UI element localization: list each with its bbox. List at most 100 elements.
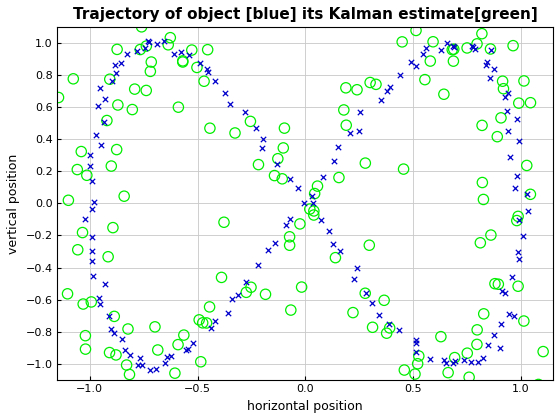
Point (147, 59, 156, 66)
Point (145, 367, 154, 374)
Point (511, 184, 520, 191)
Point (509, 312, 518, 319)
Point (534, 381, 543, 388)
Point (125, 352, 134, 358)
Point (125, 371, 134, 378)
Point (437, 46, 446, 53)
Point (446, 382, 455, 389)
Point (399, 166, 408, 173)
Point (136, 354, 145, 361)
Point (305, 206, 314, 213)
Point (106, 326, 115, 333)
Point (325, 228, 334, 234)
Point (246, 118, 255, 125)
Point (151, 323, 160, 330)
Point (137, 24, 146, 30)
Point (484, 342, 493, 349)
Point (442, 40, 451, 47)
Point (285, 242, 294, 249)
Point (497, 320, 506, 327)
Point (505, 153, 514, 160)
Point (182, 346, 191, 353)
Point (503, 128, 512, 135)
Title: Trajectory of object [blue] its Kalman estimate[green]: Trajectory of object [blue] its Kalman e… (73, 7, 538, 22)
Point (85, 163, 94, 170)
Point (504, 90, 513, 97)
Point (382, 87, 391, 94)
Point (96, 141, 105, 148)
Point (111, 352, 120, 358)
Point (178, 58, 187, 64)
Point (124, 326, 133, 332)
Point (471, 46, 480, 53)
Point (278, 176, 287, 182)
Point (366, 79, 375, 86)
Point (382, 330, 391, 336)
Point (448, 46, 457, 53)
Point (95, 300, 104, 307)
Point (88, 248, 97, 255)
Point (410, 371, 419, 378)
Point (501, 93, 510, 100)
Point (242, 289, 251, 296)
Point (331, 254, 340, 261)
Point (128, 106, 137, 113)
Point (293, 184, 302, 191)
Point (254, 262, 263, 269)
Point (196, 60, 205, 66)
Point (426, 58, 435, 64)
Point (478, 30, 487, 37)
Point (449, 46, 458, 52)
Point (257, 145, 266, 152)
Point (81, 215, 90, 222)
Point (501, 290, 510, 297)
Point (493, 133, 502, 140)
Point (81, 332, 90, 339)
Point (519, 233, 528, 239)
Point (286, 307, 295, 313)
Point (478, 122, 487, 129)
Point (105, 313, 114, 320)
Point (481, 62, 490, 68)
Point (146, 68, 155, 75)
Y-axis label: vertical position: vertical position (7, 153, 20, 254)
Point (88, 273, 97, 280)
Point (261, 291, 270, 298)
Point (120, 193, 129, 199)
Point (113, 102, 122, 108)
Point (449, 58, 458, 65)
Point (105, 76, 114, 83)
Point (286, 176, 295, 182)
Point (264, 247, 273, 254)
Point (400, 367, 409, 373)
Point (170, 370, 179, 376)
Point (202, 320, 211, 326)
Point (412, 27, 421, 34)
Point (414, 353, 423, 360)
Point (539, 348, 548, 355)
Point (199, 78, 208, 84)
Point (138, 361, 147, 368)
Point (411, 63, 420, 70)
Point (206, 125, 214, 131)
Point (86, 152, 95, 158)
Point (476, 239, 485, 246)
Point (478, 179, 487, 186)
Point (361, 290, 370, 297)
Point (342, 122, 351, 129)
Point (101, 281, 110, 288)
Point (259, 135, 268, 142)
Point (354, 128, 363, 135)
Point (217, 274, 226, 281)
Point (63, 291, 72, 297)
Point (396, 71, 405, 78)
Point (513, 249, 522, 255)
Point (88, 206, 97, 213)
Point (240, 108, 249, 115)
Point (556, 310, 560, 316)
Point (226, 100, 235, 107)
Point (479, 196, 488, 203)
Point (478, 355, 487, 362)
Point (426, 356, 435, 363)
Point (90, 199, 99, 206)
